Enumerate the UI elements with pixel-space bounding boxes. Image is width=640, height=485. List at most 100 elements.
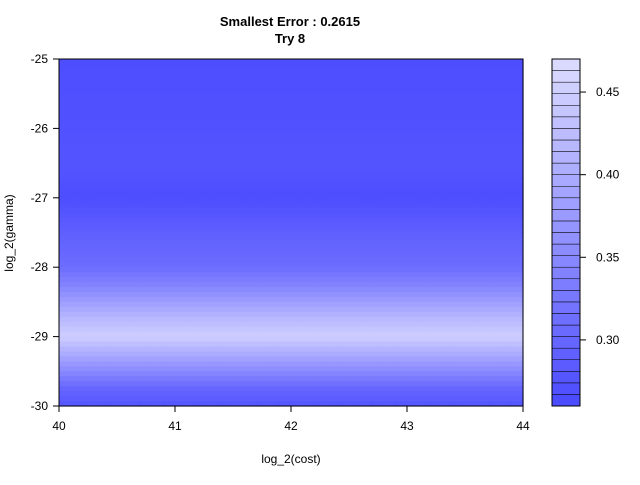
heatmap-cell (256, 217, 269, 224)
heatmap-cell (441, 153, 454, 159)
heatmap-cell (291, 103, 304, 110)
heatmap-cell (267, 212, 280, 219)
heatmap-cell (499, 113, 512, 120)
heatmap-cell (360, 316, 373, 323)
heatmap-cell (59, 272, 72, 278)
heatmap-cell (499, 63, 512, 70)
heatmap-cell (418, 108, 431, 115)
heatmap-cell (59, 232, 72, 239)
heatmap-cell (209, 128, 222, 134)
heatmap-cell (465, 262, 478, 268)
heatmap-cell (511, 321, 524, 328)
heatmap-cell (291, 277, 304, 283)
y-tick-label: -29 (31, 330, 49, 344)
heatmap-cell (499, 108, 512, 115)
heatmap-cell (430, 351, 443, 358)
heatmap-cell (105, 93, 118, 100)
heatmap-cell (117, 326, 130, 333)
heatmap-cell (302, 351, 315, 358)
heatmap-cell (314, 98, 327, 105)
heatmap-cell (418, 187, 431, 194)
heatmap-cell (186, 277, 199, 283)
heatmap-cell (209, 133, 222, 139)
heatmap-cell (93, 247, 106, 253)
legend-level (551, 232, 581, 245)
heatmap-cell (117, 287, 130, 293)
heatmap-cell (198, 197, 211, 204)
heatmap-cell (488, 341, 501, 348)
heatmap-cell (441, 336, 454, 343)
heatmap-cell (117, 391, 130, 397)
heatmap-cell (186, 282, 199, 288)
heatmap-cell (186, 381, 199, 387)
heatmap-cell (395, 252, 408, 258)
heatmap-cell (198, 401, 211, 407)
heatmap-cell (407, 68, 420, 75)
heatmap-cell (70, 83, 83, 90)
heatmap-cell (256, 257, 269, 263)
heatmap-cell (291, 83, 304, 90)
heatmap-cell (302, 381, 315, 387)
heatmap-cell (476, 128, 489, 134)
heatmap-cell (476, 192, 489, 199)
heatmap-cell (151, 123, 164, 129)
heatmap-cell (70, 351, 83, 358)
heatmap-cell (105, 267, 118, 273)
heatmap-cell (267, 371, 280, 377)
heatmap-cell (244, 257, 257, 263)
heatmap-cell (407, 341, 420, 348)
heatmap-cell (314, 361, 327, 367)
heatmap-cell (407, 282, 420, 288)
heatmap-cell (163, 371, 176, 377)
heatmap-cell (291, 252, 304, 258)
heatmap-cell (151, 103, 164, 110)
heatmap-cell (128, 341, 141, 348)
heatmap-cell (209, 321, 222, 328)
heatmap-cell (407, 252, 420, 258)
heatmap-cell (233, 242, 246, 248)
heatmap-cell (441, 306, 454, 313)
heatmap-cell (93, 346, 106, 353)
heatmap-cell (117, 272, 130, 278)
heatmap-cell (151, 296, 164, 303)
heatmap-cell (453, 371, 466, 377)
heatmap-cell (198, 232, 211, 239)
heatmap-cell (511, 143, 524, 149)
heatmap-cell (488, 143, 501, 149)
heatmap-cell (418, 197, 431, 204)
heatmap-cell (291, 232, 304, 239)
heatmap-cell (453, 267, 466, 273)
heatmap-cell (267, 252, 280, 258)
heatmap-cell (198, 227, 211, 234)
heatmap-cell (488, 103, 501, 110)
heatmap-cell (407, 103, 420, 110)
heatmap-cell (93, 311, 106, 318)
heatmap-cell (499, 187, 512, 194)
heatmap-cell (267, 341, 280, 348)
heatmap-cell (59, 336, 72, 343)
heatmap-cell (395, 98, 408, 105)
heatmap-cell (441, 128, 454, 134)
legend-level (551, 197, 581, 210)
heatmap-cell (499, 138, 512, 144)
heatmap-cell (163, 153, 176, 159)
heatmap-cell (128, 118, 141, 125)
heatmap-cell (441, 242, 454, 248)
heatmap-cell (198, 143, 211, 149)
heatmap-cell (175, 267, 188, 273)
heatmap-cell (383, 316, 396, 323)
heatmap-cell (418, 133, 431, 139)
heatmap-cell (476, 138, 489, 144)
heatmap-cell (337, 158, 350, 164)
heatmap-cell (163, 192, 176, 199)
heatmap-cell (372, 396, 385, 402)
heatmap-cell (337, 182, 350, 189)
heatmap-cell (511, 158, 524, 164)
heatmap-cell (244, 63, 257, 70)
heatmap-cell (302, 237, 315, 244)
heatmap-cell (465, 366, 478, 372)
heatmap-cell (244, 103, 257, 110)
heatmap-cell (349, 128, 362, 134)
heatmap-cell (186, 207, 199, 214)
heatmap-cell (117, 316, 130, 323)
